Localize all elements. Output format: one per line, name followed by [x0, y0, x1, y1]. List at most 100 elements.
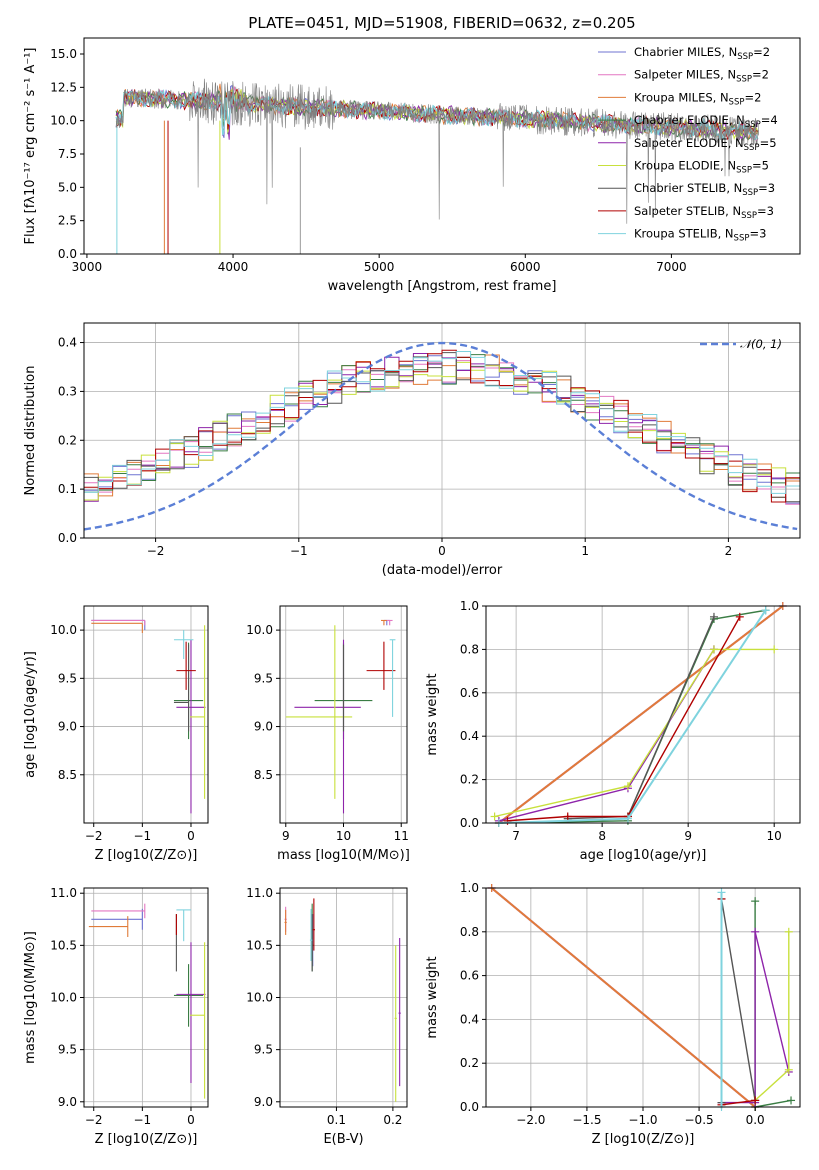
x-axis-label: Z [log10(Z/Z⊙)]: [95, 848, 198, 863]
y-tick-label: 11.0: [50, 886, 77, 900]
weight-marker: [717, 888, 726, 897]
x-tick-label: −1: [290, 544, 308, 558]
errorbar-krou_miles: [381, 619, 387, 626]
errorbar-krou_miles: [91, 622, 143, 634]
y-tick-label: 1.0: [460, 881, 479, 895]
weight-lines: [487, 884, 796, 1111]
errorbar-krou_elodie: [285, 625, 353, 799]
x-axis-label: Z [log10(Z/Z⊙)]: [592, 1132, 695, 1147]
x-tick-label: 0: [438, 544, 446, 558]
y-tick-label: 0.2: [58, 433, 77, 447]
x-axis-label: age [log10(age/yr)]: [580, 848, 707, 863]
legend-tail: =3: [757, 204, 774, 218]
grid-lines: [280, 888, 407, 1107]
x-tick-label: −2: [85, 829, 103, 843]
errorbar-chab_miles: [91, 619, 146, 631]
y-tick-label: 9.5: [254, 671, 273, 685]
histogram-chab_elodie: [84, 354, 800, 493]
y-tick-label: 10.5: [50, 938, 77, 952]
mass-vs-metallicity-panel: −2 −1 0 9.0 9.5 10.0 10.5 11.0 Z [log10(Z/Z⊙)] ma…: [23, 886, 209, 1147]
legend-sub: SSP: [737, 52, 753, 62]
errorbar-krou_stelib: [309, 908, 313, 961]
errorbar-salp_stelib: [366, 641, 396, 690]
y-tick-label: 0.6: [460, 686, 479, 700]
y-tick-label: 0.8: [460, 925, 479, 939]
weight-marker: [761, 606, 770, 615]
x-tick-label: 0: [187, 1113, 195, 1127]
y-tick-label: 10.0: [50, 991, 77, 1005]
legend-entry: Chabrier STELIB, NSSP=3: [634, 181, 775, 198]
residual-histogram-panel: −2 −1 0 1 2 0.0 0.1 0.2 0.3 0.4 (data-model)/error…: [23, 322, 801, 578]
y-axis-label: age [log10(age/yr)]: [23, 651, 38, 778]
y-tick-label: 15.0: [50, 47, 77, 61]
legend-name: Kroupa STELIB, N: [634, 227, 734, 241]
massweight-vs-metallicity-panel: −2.0 −1.5 −1.0 −0.5 0.0 0.0 0.2 0.4 0.6 0.8 1.0 Z […: [425, 881, 801, 1147]
errorbar-salp_miles: [386, 619, 393, 626]
legend-name: Chabrier STELIB, N: [634, 181, 742, 195]
x-axis-label: mass [log10(M/M⊙)]: [277, 848, 410, 863]
legend-tail: =4: [761, 113, 778, 127]
histograms: [84, 341, 800, 531]
errorbar-salp_elodie: [398, 938, 401, 1087]
legend-sub: SSP: [741, 211, 757, 221]
weight-line-krou_miles: [490, 887, 756, 1108]
legend-entry: Kroupa MILES, NSSP=2: [634, 90, 761, 107]
legend-tail: =3: [758, 181, 775, 195]
y-axis-label: mass weight: [425, 956, 440, 1038]
y-tick-label: 0.2: [460, 1056, 479, 1070]
y-tick-label: 0.3: [58, 384, 77, 398]
legend-entry: Kroupa STELIB, NSSP=3: [634, 227, 766, 244]
observed-spectrum: [115, 78, 760, 224]
legend-name: Kroupa ELODIE, N: [634, 159, 736, 173]
y-tick-label: 0.1: [58, 482, 77, 496]
x-tick-label: 0.0: [746, 1113, 765, 1127]
histogram-krou_elodie: [84, 361, 800, 501]
errorbar-krou_elodie: [190, 625, 206, 799]
errorbar-chab_elodie: [173, 964, 204, 1027]
legend-name: Chabrier ELODIE, N: [634, 113, 745, 127]
weight-line-chab_stelib: [720, 898, 756, 1103]
age-vs-metallicity-panel: −2 −1 0 8.5 9.0 9.5 10.0 Z [log10(Z/Z⊙)] age [lo…: [23, 605, 209, 863]
errorbar-krou_elodie: [190, 942, 206, 1099]
y-tick-label: 12.5: [50, 80, 77, 94]
y-tick-label: 9.0: [58, 1095, 77, 1109]
y-tick-label: 9.0: [254, 1095, 273, 1109]
x-axis-label: wavelength [Angstrom, rest frame]: [328, 279, 557, 294]
weight-marker: [751, 1096, 760, 1105]
legend-entry: 𝒩(0, 1): [740, 337, 782, 351]
y-tick-label: 5.0: [58, 180, 77, 194]
legend-entry: Chabrier ELODIE, NSSP=4: [634, 113, 778, 130]
weight-marker: [770, 645, 779, 654]
grid-lines: [84, 888, 208, 1107]
weight-marker: [709, 645, 718, 654]
y-tick-label: 9.5: [58, 671, 77, 685]
errorbar-krou_stelib: [176, 909, 191, 942]
x-axis-label: E(B-V): [323, 1132, 363, 1147]
legend-entry: Kroupa ELODIE, NSSP=5: [634, 159, 769, 176]
x-tick-label: 1: [581, 544, 589, 558]
legend-tail: =3: [749, 227, 766, 241]
errorbars: [91, 619, 206, 814]
x-tick-label: 3000: [72, 260, 103, 274]
errorbar-salp_elodie: [176, 639, 206, 814]
legend-sub: SSP: [736, 166, 752, 176]
weight-marker: [784, 1065, 793, 1074]
y-tick-label: 11.0: [246, 886, 273, 900]
weight-lines: [490, 602, 787, 827]
legend-name: Kroupa MILES, N: [634, 90, 729, 104]
errorbar-chab_stelib: [173, 644, 190, 732]
x-tick-label: 2: [725, 544, 733, 558]
spectrum-lines: [115, 78, 760, 254]
weight-marker: [751, 927, 760, 936]
x-tick-label: 0.2: [383, 1113, 402, 1127]
errorbar-salp_stelib: [312, 898, 315, 951]
x-tick-label: 10: [336, 829, 351, 843]
y-tick-label: 10.0: [50, 623, 77, 637]
y-axis-label: Normed distribution: [23, 366, 38, 496]
x-tick-label: 7: [512, 829, 520, 843]
weight-marker: [787, 1096, 796, 1105]
weight-marker: [735, 612, 744, 621]
normal-reference-curve: [84, 341, 798, 531]
legend-entry: Salpeter STELIB, NSSP=3: [634, 204, 774, 221]
x-tick-label: −2.0: [516, 1113, 545, 1127]
